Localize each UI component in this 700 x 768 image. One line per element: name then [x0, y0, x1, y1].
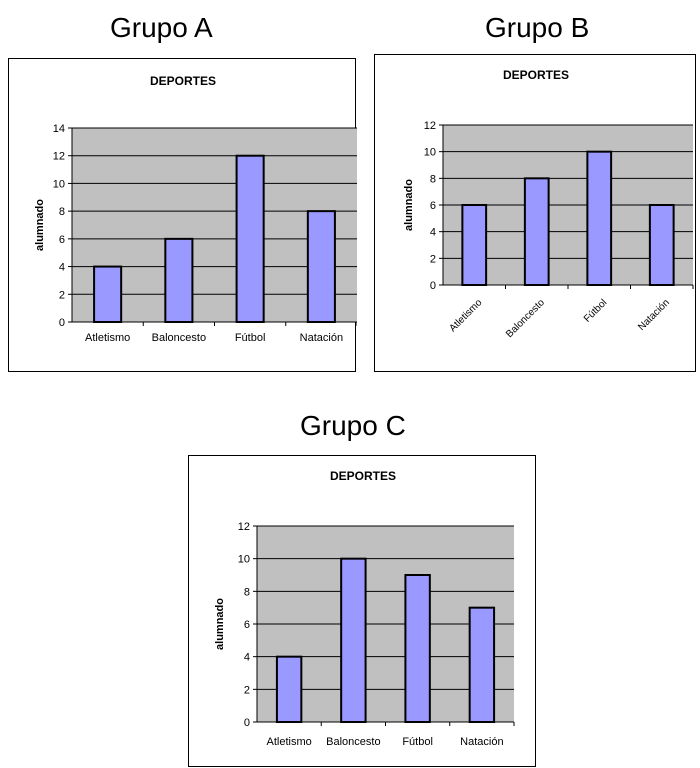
y-tick-label: 12: [53, 151, 65, 163]
y-tick-label: 0: [244, 717, 250, 729]
chart-title: DEPORTES: [150, 74, 216, 88]
group-title-a: Grupo A: [110, 12, 213, 43]
x-category-label: Natación: [300, 332, 343, 344]
y-axis-label: alumnado: [403, 179, 415, 231]
chart-title: DEPORTES: [503, 68, 569, 82]
chart-grupo-b: 0 2 4 6 8 10 12 Atletismo Baloncesto Fútbol Nataci…: [374, 54, 696, 372]
chart-grupo-c: 0 2 4 6 8 10 12 Atletismo Baloncesto Fútbol Nataci…: [188, 455, 536, 767]
y-tick-label: 2: [59, 289, 65, 301]
y-tick-label: 10: [424, 147, 436, 159]
bar: [404, 574, 431, 723]
y-tick-label: 8: [430, 173, 436, 185]
chart-svg: 0 2 4 6 8 10 12 Atletismo Baloncesto Fútbol Nataci…: [214, 469, 515, 748]
bar: [275, 655, 303, 724]
y-tick-label: 8: [244, 586, 250, 598]
x-category-label: Fútbol: [582, 297, 609, 324]
bar: [461, 204, 488, 286]
bar: [235, 154, 265, 324]
bar: [93, 265, 123, 323]
chart-svg: 0 2 4 6 8 10 12 14 Atletismo Baloncesto Fútbol Nata…: [34, 74, 357, 344]
y-tick-label: 6: [244, 619, 250, 631]
y-tick-label: 0: [59, 317, 65, 329]
y-tick-label: 4: [59, 262, 65, 274]
y-tick-label: 2: [244, 684, 250, 696]
x-category-label: Baloncesto: [504, 297, 547, 340]
x-category-label: Natación: [460, 736, 503, 748]
y-tick-label: 12: [238, 521, 250, 533]
x-category-label: Fútbol: [402, 736, 433, 748]
x-category-label: Fútbol: [235, 332, 266, 344]
y-tick-label: 14: [53, 123, 65, 135]
x-category-label: Atletismo: [85, 332, 130, 344]
y-tick-label: 6: [59, 234, 65, 246]
chart-title: DEPORTES: [330, 469, 396, 483]
bar: [340, 557, 367, 723]
chart-svg: 0 2 4 6 8 10 12 Atletismo Baloncesto Fútbol Nataci…: [403, 68, 694, 340]
x-category-label: Baloncesto: [326, 736, 380, 748]
y-tick-label: 8: [59, 206, 65, 218]
bar: [648, 204, 675, 286]
y-tick-label: 2: [430, 253, 436, 265]
bar: [468, 606, 496, 724]
bar: [523, 177, 550, 286]
x-category-label: Baloncesto: [152, 332, 206, 344]
bar: [586, 150, 613, 286]
y-tick-label: 6: [430, 200, 436, 212]
group-title-c: Grupo C: [300, 410, 406, 441]
group-title-b: Grupo B: [485, 12, 590, 43]
y-axis-label: alumnado: [34, 199, 46, 251]
bar: [164, 237, 194, 324]
y-tick-label: 10: [53, 178, 65, 190]
bar: [306, 210, 336, 323]
chart-grupo-a: 0 2 4 6 8 10 12 14 Atletismo Baloncesto Fútbol Nata…: [8, 58, 357, 372]
x-category-label: Atletismo: [448, 297, 485, 334]
x-category-label: Natación: [636, 297, 672, 333]
y-tick-label: 4: [244, 652, 250, 664]
y-tick-label: 4: [430, 227, 436, 239]
x-category-label: Atletismo: [267, 736, 312, 748]
y-tick-label: 0: [430, 280, 436, 292]
y-tick-label: 10: [238, 554, 250, 566]
y-axis-label: alumnado: [214, 598, 226, 650]
y-tick-label: 12: [424, 120, 436, 132]
